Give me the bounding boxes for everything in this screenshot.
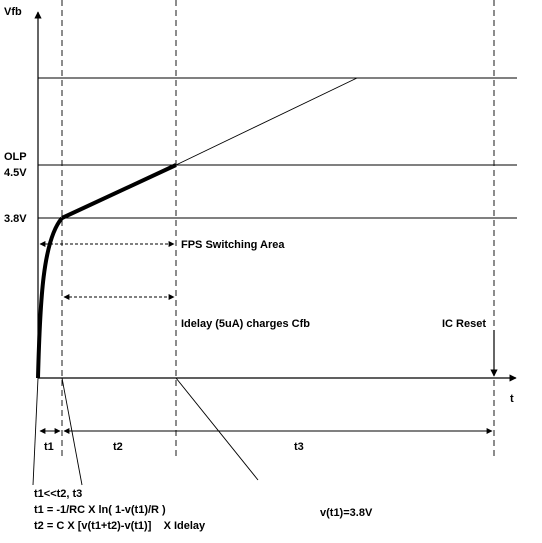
fps-area-label: FPS Switching Area <box>181 239 285 251</box>
t3-label: t3 <box>294 441 304 453</box>
olp-label: OLP <box>4 151 27 163</box>
equation-line-2: t1 = -1/RC X ln( 1-v(t1)/R ) <box>34 504 166 516</box>
idelay-label: Idelay (5uA) charges Cfb <box>181 318 310 330</box>
x-axis-label: t <box>510 393 514 405</box>
zoom-line-mid <box>61 377 83 486</box>
zoom-line-right <box>175 377 259 481</box>
vfb-rise-curve <box>36 216 64 379</box>
olp-voltage-label: 4.5V <box>4 167 27 179</box>
y-axis-label: Vfb <box>4 6 22 18</box>
vt1-value: v(t1)=3.8V <box>320 507 373 519</box>
vfb-idelay-ramp <box>61 163 177 220</box>
zoom-line-left <box>32 377 39 486</box>
equation-line-1: t1<<t2, t3 <box>34 488 82 500</box>
ic-reset-label: IC Reset <box>442 318 486 330</box>
vfb-extrapolated-ramp <box>175 77 358 166</box>
equation-line-3: t2 = C X [v(t1+t2)-v(t1)] X Idelay <box>34 520 206 532</box>
clamp-voltage-label: 3.8V <box>4 213 27 225</box>
t2-label: t2 <box>113 441 123 453</box>
t1-label: t1 <box>44 441 54 453</box>
